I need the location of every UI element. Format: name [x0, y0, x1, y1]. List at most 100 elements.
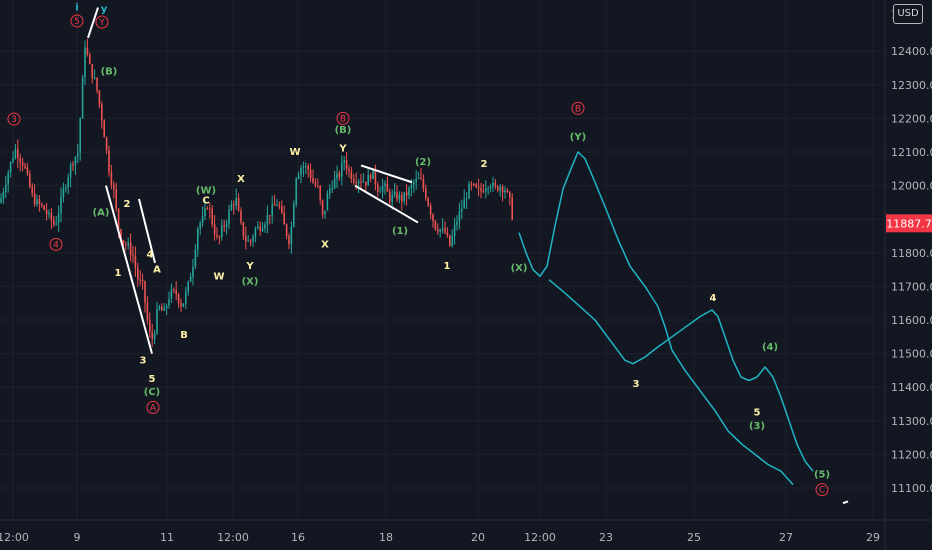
- candle-body-down: [365, 181, 367, 186]
- candle-body-down: [240, 210, 242, 223]
- currency-selector[interactable]: USD: [893, 4, 923, 24]
- candle-body-down: [129, 242, 132, 255]
- candle-body-down: [434, 220, 437, 230]
- candle-body-down: [223, 225, 225, 227]
- candle-body-down: [314, 182, 317, 186]
- price-tick-label: 11100.0: [891, 482, 932, 495]
- candle-body-up: [492, 182, 494, 187]
- candle-body-up: [165, 305, 168, 309]
- wave-label: (3): [749, 421, 765, 432]
- candle-body-down: [113, 184, 115, 190]
- candle-body-down: [24, 165, 26, 168]
- candle-body-down: [19, 158, 21, 162]
- time-axis[interactable]: 12:00 9 11 12:00 16 18 20 12:00 23 25 27 29: [0, 531, 880, 544]
- candle-body-down: [45, 209, 48, 214]
- candle-body-up: [333, 178, 336, 189]
- wave-label: W: [213, 271, 224, 282]
- candle-body-down: [288, 235, 290, 245]
- candle-body-up: [197, 228, 199, 250]
- candle-body-up: [69, 164, 72, 178]
- candle-body-down: [321, 200, 324, 215]
- circled-wave-label: 3: [11, 115, 17, 125]
- wave-label: (B): [335, 125, 352, 136]
- circled-wave-ring: [95, 15, 109, 29]
- candle-body-down: [480, 188, 482, 192]
- candle-body-up: [408, 188, 410, 196]
- candle-body-up: [485, 188, 487, 192]
- candle-body-up: [329, 188, 331, 194]
- last-price-label: 11887.7: [886, 217, 932, 230]
- time-tick-label: 23: [599, 531, 613, 544]
- candle-body-down: [33, 193, 36, 205]
- time-tick-label: 27: [779, 531, 793, 544]
- candle-body-up: [300, 167, 302, 175]
- candle-body-up: [381, 185, 384, 192]
- candle-body-up: [362, 181, 365, 183]
- candle-body-up: [170, 289, 173, 299]
- candle-body-down: [345, 160, 348, 169]
- wave-label: (W): [196, 186, 216, 197]
- candle-body-down: [115, 189, 117, 209]
- candle-body-up: [410, 184, 413, 189]
- candle-body-up: [271, 204, 273, 216]
- candle-body-down: [338, 173, 341, 177]
- candle-body-down: [482, 191, 485, 193]
- candle-body-down: [473, 183, 475, 185]
- candle-body-down: [432, 214, 434, 221]
- candle-body-down: [31, 186, 33, 194]
- circled-wave-label: B: [340, 114, 346, 124]
- candle-body-down: [108, 150, 110, 173]
- candle-body-up: [55, 223, 57, 225]
- candle-body-up: [415, 178, 417, 182]
- circled-wave-label: 4: [53, 240, 59, 250]
- candle-body-down: [139, 279, 141, 281]
- candle-body-up: [204, 208, 206, 217]
- candle-body-up: [403, 192, 405, 202]
- candle-body-down: [348, 168, 350, 172]
- candle-body-up: [163, 308, 165, 311]
- candle-body-down: [101, 104, 103, 121]
- candle-body-down: [285, 224, 288, 236]
- wave-label: (C): [144, 387, 160, 398]
- candle-body-up: [247, 240, 249, 242]
- wave-label: (4): [762, 342, 778, 353]
- last-price-badge: 11887.7: [886, 214, 932, 233]
- price-tick-label: 12300.0: [891, 79, 932, 92]
- candle-body-up: [182, 303, 185, 307]
- candle-body-down: [180, 302, 182, 307]
- candle-body-up: [331, 188, 333, 190]
- time-tick-label: 9: [74, 531, 81, 544]
- candle-body-up: [48, 212, 50, 214]
- candle-body-down: [281, 206, 283, 213]
- wave-label: (1): [392, 226, 408, 237]
- candle-body-down: [429, 205, 432, 215]
- candle-body-up: [158, 306, 161, 309]
- candle-body-up: [384, 183, 386, 186]
- price-tick-label: 11700.0: [891, 280, 932, 293]
- price-tick-label: 12200.0: [891, 112, 932, 125]
- candle-body-up: [93, 77, 96, 79]
- candle-body-down: [175, 290, 177, 295]
- candle-body-up: [2, 192, 5, 199]
- candle-body-down: [216, 234, 218, 237]
- trendline: [842, 500, 849, 505]
- candle-body-down: [377, 184, 379, 192]
- candle-body-up: [189, 276, 192, 282]
- wave-labels: i y(B)(A)214A35(C)B(W)CWXY(X)WX(B)Y(2)(1)…: [7, 3, 830, 497]
- candle-body-up: [379, 191, 381, 193]
- candle-body-down: [506, 190, 509, 192]
- candle-body-down: [141, 279, 144, 282]
- candle-body-up: [84, 47, 86, 78]
- candle-body-down: [477, 186, 480, 189]
- price-axis[interactable]: 11100.0 11200.0 11300.0 11400.0 11500.0 11600…: [891, 8, 932, 495]
- candle-body-up: [456, 221, 458, 225]
- candle-body-up: [62, 189, 65, 197]
- candle-body-up: [77, 152, 79, 157]
- candle-body-down: [501, 186, 504, 193]
- candle-body-down: [177, 294, 180, 303]
- candle-body-down: [41, 203, 43, 206]
- candle-body-up: [79, 118, 81, 153]
- candle-body-down: [446, 232, 449, 236]
- wave-label: 3: [140, 355, 147, 366]
